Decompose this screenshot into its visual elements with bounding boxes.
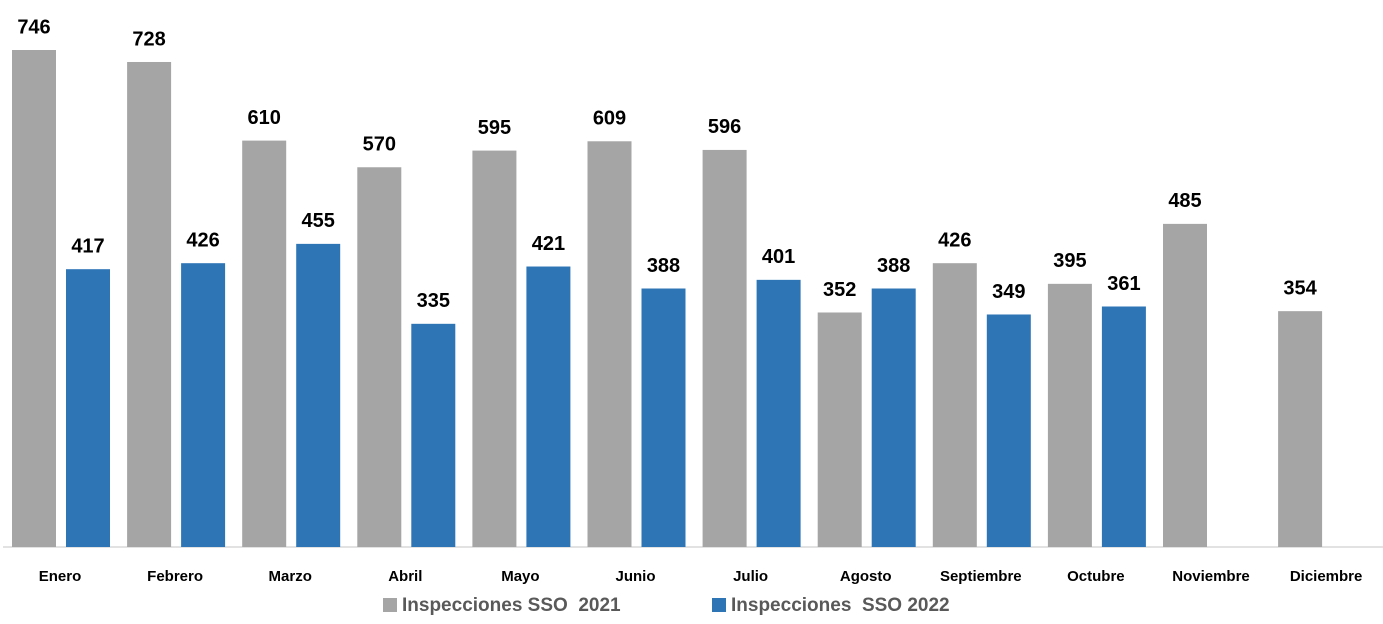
data-label: 417	[71, 235, 104, 257]
x-tick-label: Junio	[616, 568, 656, 585]
data-label: 388	[647, 255, 680, 277]
legend-swatch	[712, 598, 726, 612]
bar	[871, 288, 916, 547]
bar	[242, 140, 287, 547]
x-tick-label: Mayo	[501, 568, 539, 585]
bar	[411, 323, 456, 547]
bar	[587, 141, 632, 547]
data-label: 426	[938, 229, 971, 251]
bar	[357, 167, 402, 547]
x-tick-label: Octubre	[1067, 568, 1125, 585]
data-label: 746	[17, 16, 50, 38]
data-label: 401	[762, 246, 795, 268]
data-label: 570	[363, 134, 396, 156]
bar	[641, 288, 686, 547]
data-label: 485	[1168, 190, 1201, 212]
bar	[526, 266, 571, 547]
data-label: 349	[992, 281, 1025, 303]
data-label: 455	[302, 210, 335, 232]
data-label: 395	[1053, 250, 1086, 272]
bar	[12, 50, 56, 547]
legend-label: Inspecciones SSO 2021	[402, 595, 621, 616]
x-tick-label: Julio	[733, 568, 768, 585]
data-label: 354	[1283, 277, 1317, 299]
bar	[1047, 283, 1092, 547]
x-tick-label: Abril	[388, 568, 422, 585]
data-label: 609	[593, 108, 626, 130]
data-label: 361	[1107, 273, 1140, 295]
data-label: 728	[132, 28, 165, 50]
bar	[817, 312, 862, 547]
bar	[127, 61, 172, 548]
legend-label: Inspecciones SSO 2022	[731, 595, 950, 616]
bar	[472, 150, 517, 548]
x-tick-label: Marzo	[269, 568, 312, 585]
bar	[181, 263, 226, 547]
data-label: 610	[248, 107, 281, 129]
bar	[986, 314, 1031, 547]
legend-swatch	[383, 598, 397, 612]
x-tick-label: Septiembre	[940, 568, 1022, 585]
bar	[932, 263, 977, 547]
bar	[1278, 311, 1323, 547]
data-label: 595	[478, 117, 511, 139]
data-label: 426	[186, 229, 219, 251]
x-tick-label: Febrero	[147, 568, 203, 585]
bar	[1163, 223, 1207, 548]
data-label: 352	[823, 279, 856, 301]
x-tick-label: Noviembre	[1172, 568, 1250, 585]
data-label: 335	[417, 290, 450, 312]
data-label: 421	[532, 233, 565, 255]
data-label: 388	[877, 255, 910, 277]
x-tick-label: Agosto	[840, 568, 892, 585]
bar	[1101, 306, 1146, 547]
bar	[756, 279, 801, 547]
x-tick-label: Diciembre	[1290, 568, 1363, 585]
bar	[296, 243, 341, 547]
bar	[66, 269, 110, 547]
bar	[702, 149, 747, 547]
x-tick-label: Enero	[39, 568, 82, 585]
data-label: 596	[708, 116, 741, 138]
